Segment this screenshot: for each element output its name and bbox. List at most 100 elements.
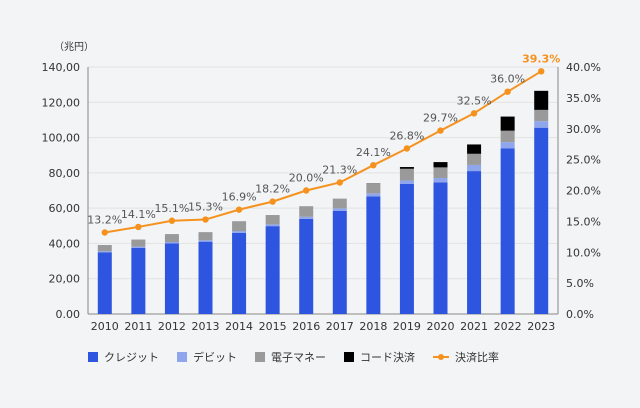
y2-tick-label: 5.0% — [566, 277, 594, 290]
x-tick-label: 2021 — [460, 320, 488, 333]
ratio-data-label: 26.8% — [389, 130, 424, 143]
legend-label: クレジット — [104, 349, 159, 365]
bar-segment — [299, 219, 313, 314]
legend-item-emoney: 電子マネー — [255, 349, 326, 365]
bar-segment — [131, 240, 145, 247]
x-tick-label: 2023 — [527, 320, 555, 333]
y2-tick-label: 20.0% — [566, 185, 601, 198]
ratio-data-label: 24.1% — [356, 146, 391, 159]
ratio-point — [135, 224, 141, 230]
legend-item-ratio: 決済比率 — [433, 349, 499, 365]
y-tick-label: 40,00 — [49, 237, 81, 250]
ratio-point — [102, 229, 108, 235]
x-tick-label: 2012 — [158, 320, 186, 333]
bar-segment — [534, 121, 548, 128]
bar-segment — [165, 243, 179, 314]
bar-segment — [232, 231, 246, 233]
bar-segment — [467, 171, 481, 314]
bar-segment — [534, 128, 548, 314]
bar-segment — [98, 252, 112, 314]
y2-tick-label: 0.0% — [566, 308, 594, 321]
ratio-data-label: 39.3% — [522, 52, 560, 65]
bar-segment — [400, 184, 414, 314]
bar-segment — [434, 178, 448, 182]
y-tick-label: 100,00 — [42, 132, 81, 145]
bar-segment — [333, 199, 347, 209]
ratio-data-label: 21.3% — [322, 163, 357, 176]
y2-tick-label: 25.0% — [566, 154, 601, 167]
ratio-point — [504, 89, 510, 95]
bar-segment — [534, 110, 548, 121]
bar-segment — [266, 226, 280, 314]
y2-tick-label: 15.0% — [566, 215, 601, 228]
bar-segment — [366, 196, 380, 314]
bar-segment — [366, 184, 380, 194]
bar-segment — [467, 165, 481, 171]
bar-segment — [199, 232, 213, 240]
x-tick-label: 2018 — [359, 320, 387, 333]
bar-segment — [400, 169, 414, 181]
ratio-data-label: 20.0% — [289, 172, 324, 185]
ratio-data-label: 15.3% — [188, 201, 223, 214]
ratio-point — [202, 216, 208, 222]
x-tick-label: 2022 — [494, 320, 522, 333]
x-tick-label: 2010 — [91, 320, 119, 333]
ratio-data-label: 13.2% — [87, 213, 122, 226]
y-tick-label: 80,00 — [49, 167, 81, 180]
bar-segment — [400, 167, 414, 169]
legend-line-swatch — [433, 352, 449, 362]
y-tick-label: 20,00 — [49, 273, 81, 286]
legend-label: コード決済 — [360, 349, 415, 365]
bar-segment — [266, 224, 280, 226]
bar-segment — [467, 154, 481, 165]
bar-segment — [534, 91, 548, 110]
ratio-point — [169, 218, 175, 224]
legend-item-credit: クレジット — [88, 349, 159, 365]
ratio-point — [538, 68, 544, 74]
y-tick-label: 0.00 — [56, 308, 81, 321]
bar-segment — [165, 242, 179, 243]
bar-segment — [501, 142, 515, 148]
x-tick-label: 2016 — [292, 320, 320, 333]
bar-segment — [232, 221, 246, 231]
bar-segment — [501, 117, 515, 131]
ratio-data-label: 14.1% — [121, 208, 156, 221]
ratio-data-label: 29.7% — [423, 112, 458, 125]
bar-segment — [98, 251, 112, 252]
ratio-point — [404, 145, 410, 151]
bar-segment — [400, 180, 414, 184]
bar-segment — [333, 211, 347, 314]
ratio-data-label: 18.2% — [255, 183, 290, 196]
legend-swatch — [88, 352, 98, 362]
bar-segment — [131, 247, 145, 248]
bar-segment — [501, 131, 515, 142]
legend-swatch — [177, 352, 187, 362]
x-tick-label: 2017 — [326, 320, 354, 333]
ratio-point — [303, 187, 309, 193]
ratio-data-label: 32.5% — [457, 94, 492, 107]
ratio-data-label: 15.1% — [154, 202, 189, 215]
bar-segment — [98, 245, 112, 251]
ratio-point — [269, 198, 275, 204]
x-tick-label: 2019 — [393, 320, 421, 333]
x-tick-label: 2015 — [259, 320, 287, 333]
y-tick-label: 60,00 — [49, 202, 81, 215]
x-tick-label: 2014 — [225, 320, 253, 333]
y-tick-label: 120,00 — [42, 96, 81, 109]
y2-tick-label: 35.0% — [566, 92, 601, 105]
bar-segment — [299, 217, 313, 219]
legend-label: 電子マネー — [271, 349, 326, 365]
bar-segment — [501, 149, 515, 314]
ratio-point — [236, 206, 242, 212]
bar-segment — [232, 233, 246, 314]
x-tick-label: 2011 — [124, 320, 152, 333]
legend-item-debit: デビット — [177, 349, 237, 365]
bar-segment — [199, 242, 213, 314]
legend: クレジット デビット 電子マネー コード決済 決済比率 — [88, 349, 517, 365]
bar-segment — [299, 206, 313, 217]
bar-segment — [366, 193, 380, 196]
bar-segment — [266, 215, 280, 224]
ratio-data-label: 16.9% — [222, 191, 257, 204]
bar-segment — [434, 162, 448, 167]
